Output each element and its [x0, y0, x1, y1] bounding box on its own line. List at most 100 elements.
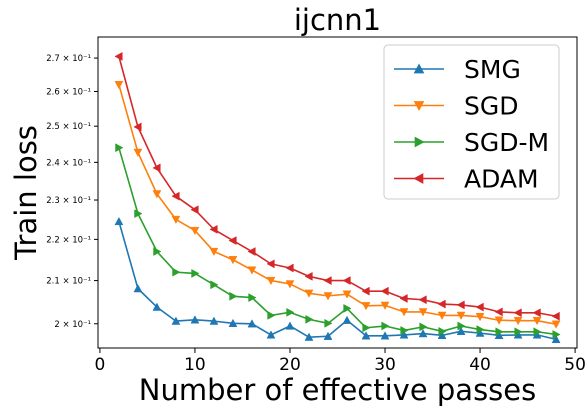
data-point — [475, 302, 484, 312]
x-tick-label: 50 — [564, 355, 586, 375]
data-point — [304, 271, 313, 281]
data-point — [304, 289, 314, 298]
data-point — [456, 326, 466, 335]
legend-item-sgd: SGD — [394, 92, 519, 121]
data-point — [114, 81, 124, 90]
data-point — [342, 290, 352, 299]
series-sgd — [114, 81, 561, 329]
legend-label: ADAM — [464, 165, 539, 194]
data-point — [551, 334, 561, 344]
legend-marker — [413, 173, 424, 184]
data-point — [133, 122, 142, 132]
series-adam — [114, 52, 560, 321]
data-point — [456, 311, 466, 320]
plot-frame — [97, 36, 578, 349]
legend-box — [383, 44, 560, 200]
data-point — [228, 318, 238, 327]
chart-title: ijcnn1 — [294, 3, 381, 37]
data-point — [171, 215, 181, 225]
data-point — [152, 190, 162, 199]
series-line — [118, 221, 557, 341]
data-point — [513, 308, 522, 318]
data-point — [381, 321, 390, 331]
data-point — [304, 332, 314, 341]
data-point — [305, 314, 314, 324]
data-point — [399, 308, 409, 317]
data-point — [247, 247, 256, 256]
data-point — [248, 293, 257, 303]
data-point — [228, 236, 237, 246]
y-tick-label: 2.5 × 10⁻¹ — [46, 122, 91, 132]
data-point — [115, 143, 124, 153]
data-point — [324, 318, 333, 328]
data-point — [342, 315, 352, 324]
data-point — [209, 316, 219, 325]
data-point — [285, 280, 295, 289]
data-point — [267, 310, 276, 320]
data-point — [399, 294, 408, 303]
data-point — [380, 331, 390, 340]
data-point — [171, 316, 181, 325]
series-sgd-m — [115, 143, 561, 339]
data-point — [418, 308, 428, 317]
data-point — [152, 163, 161, 173]
y-tick-label: 2.1 × 10⁻¹ — [46, 277, 91, 287]
data-point — [323, 276, 332, 285]
data-point — [209, 247, 219, 257]
data-point — [361, 286, 370, 296]
data-point — [285, 321, 295, 330]
data-point — [532, 317, 542, 326]
x-axis: 0 10 20 30 40 50 — [94, 348, 586, 375]
x-tick-label: 0 — [94, 355, 105, 375]
legend-marker — [413, 101, 425, 112]
data-point — [380, 286, 389, 296]
data-point — [266, 330, 276, 339]
data-point — [532, 308, 541, 318]
data-point — [457, 321, 466, 331]
data-point — [247, 266, 257, 275]
plot-area — [97, 36, 578, 349]
data-point — [438, 326, 447, 336]
data-point — [437, 299, 446, 309]
data-point — [228, 256, 238, 265]
legend-marker — [413, 63, 425, 74]
legend-item-sgd-m: SGD-M — [394, 128, 549, 157]
data-point — [551, 311, 560, 321]
legend-label: SMG — [464, 55, 521, 84]
data-point — [513, 317, 523, 326]
legend-marker — [414, 136, 425, 148]
data-point — [209, 224, 218, 234]
y-tick-label: 2.7 × 10⁻¹ — [46, 54, 91, 64]
data-point — [134, 209, 143, 219]
data-point — [190, 205, 199, 215]
data-point — [494, 316, 504, 325]
data-point — [476, 325, 485, 334]
series-smg — [114, 216, 561, 344]
data-point — [247, 319, 257, 328]
legend: SMG SGD SGD-M ADAM — [383, 44, 560, 200]
data-point — [153, 247, 162, 256]
data-point — [266, 259, 275, 269]
y-tick-label: 2.4 × 10⁻¹ — [46, 158, 91, 168]
data-point — [323, 292, 333, 301]
y-axis-title: Train loss — [9, 125, 43, 261]
data-point — [475, 313, 485, 322]
legend-label: SGD — [464, 92, 519, 121]
data-point — [400, 326, 409, 335]
data-point — [210, 280, 219, 290]
data-point — [399, 330, 409, 339]
legend-item-adam: ADAM — [394, 165, 539, 194]
data-point — [343, 303, 352, 313]
data-point — [418, 295, 427, 305]
data-point — [361, 331, 371, 340]
data-point — [551, 320, 561, 329]
data-point — [342, 276, 351, 285]
data-point — [266, 276, 276, 286]
data-point — [514, 327, 523, 337]
data-point — [533, 327, 542, 337]
data-point — [229, 291, 238, 301]
data-point — [171, 191, 180, 201]
data-point — [114, 216, 124, 226]
y-tick-label: 2 × 10⁻¹ — [54, 320, 91, 330]
